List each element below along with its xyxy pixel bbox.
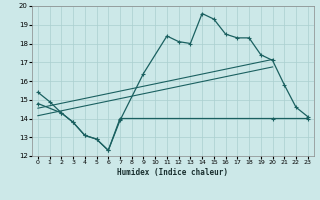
X-axis label: Humidex (Indice chaleur): Humidex (Indice chaleur): [117, 168, 228, 177]
